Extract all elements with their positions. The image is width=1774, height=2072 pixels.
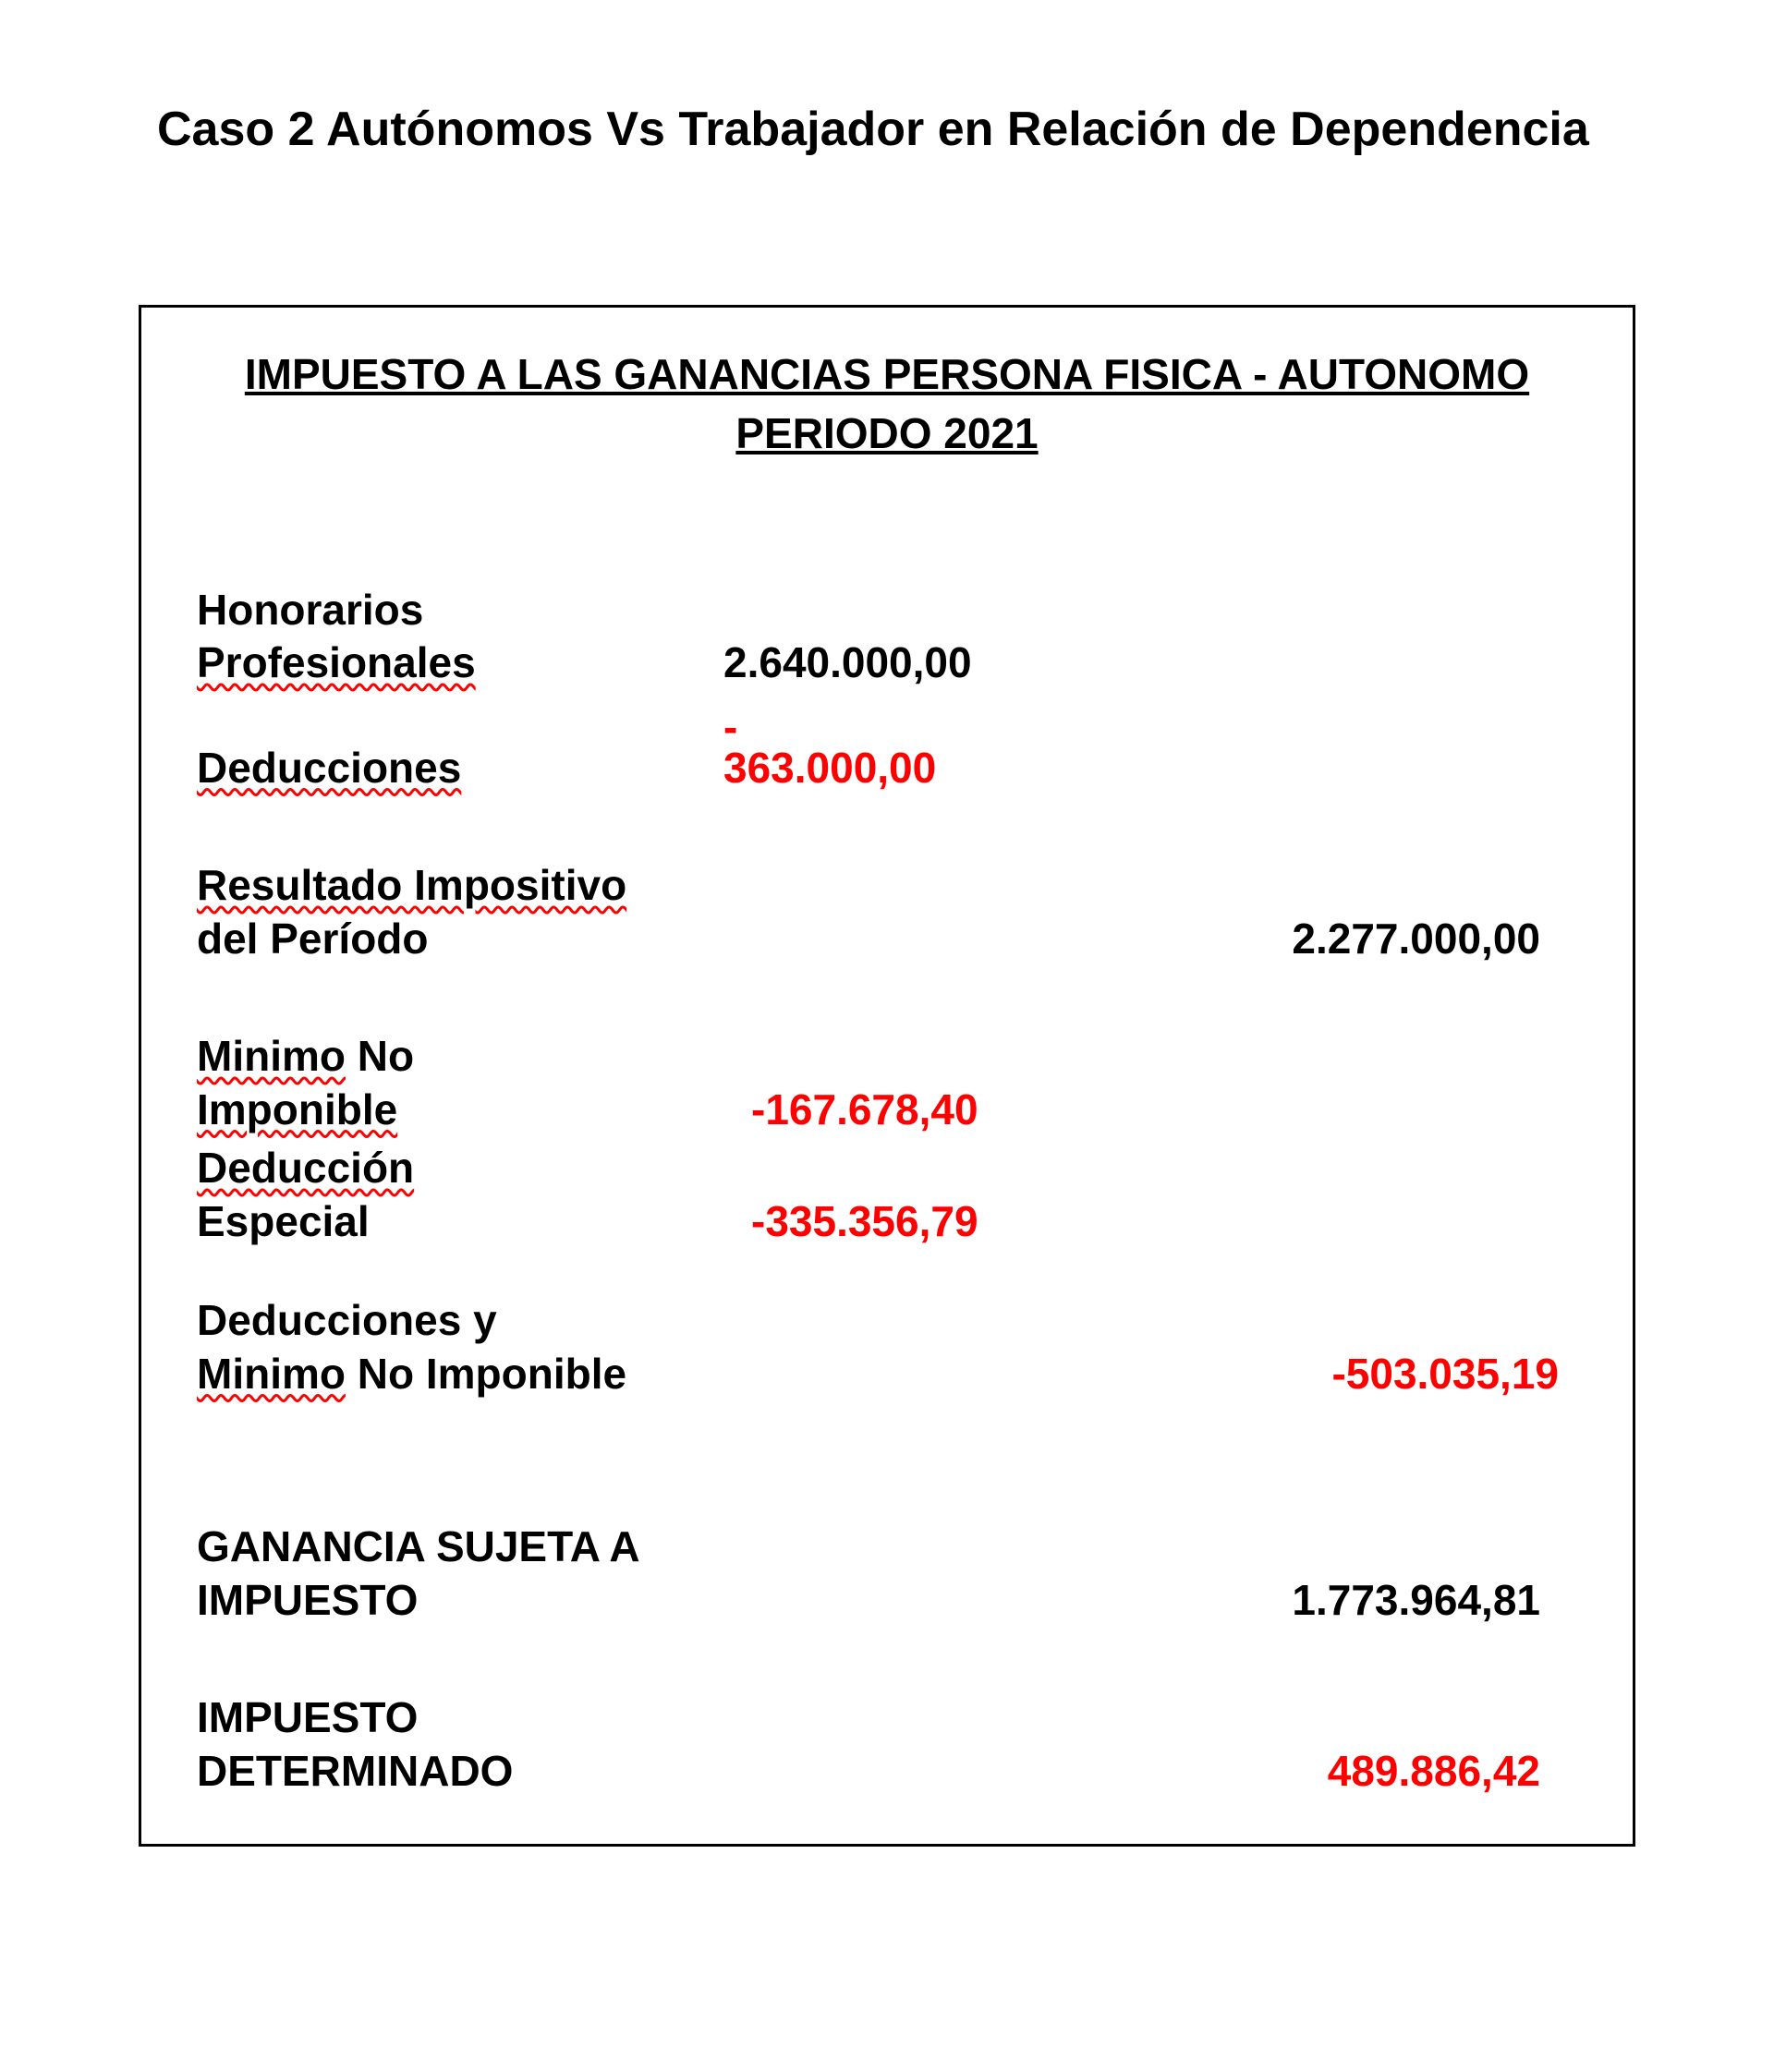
label-minimo-w2: No [346, 1032, 414, 1080]
value-minimo: -167.678,40 [723, 1084, 1093, 1137]
label-ganancia: GANANCIA SUJETA A IMPUESTO [197, 1521, 723, 1627]
label-ded-especial-l2: Especial [197, 1197, 370, 1245]
label-resultado-l1: Resultado Impositivo [197, 861, 626, 909]
label-honorarios: Honorarios Profesionales [197, 584, 723, 690]
value-resultado: 2.277.000,00 [1093, 913, 1577, 966]
row-resultado: Resultado Impositivo del Período 2.277.0… [197, 859, 1577, 965]
label-ded-y-minimo: Deducciones y Minimo No Imponible [197, 1294, 723, 1400]
row-minimo: Minimo No Imponible -167.678,40 [197, 1030, 1577, 1136]
label-minimo-l2: Imponible [197, 1085, 397, 1133]
label-minimo: Minimo No Imponible [197, 1030, 723, 1136]
label-honorarios-l2: Profesionales [197, 638, 476, 686]
row-impuesto: IMPUESTO DETERMINADO 489.886,42 [197, 1691, 1577, 1798]
label-deducciones-text: Deducciones [197, 744, 461, 792]
label-impuesto: IMPUESTO DETERMINADO [197, 1691, 723, 1798]
page-title: Caso 2 Autónomos Vs Trabajador en Relaci… [129, 102, 1645, 157]
row-honorarios: Honorarios Profesionales 2.640.000,00 [197, 584, 1577, 690]
value-honorarios: 2.640.000,00 [723, 636, 1093, 690]
label-ganancia-l1: GANANCIA SUJETA A [197, 1522, 640, 1570]
tax-box: IMPUESTO A LAS GANANCIAS PERSONA FISICA … [139, 305, 1635, 1847]
box-heading-line1: IMPUESTO A LAS GANANCIAS PERSONA FISICA … [245, 350, 1529, 398]
value-ded-y-minimo: -503.035,19 [1093, 1348, 1577, 1401]
label-dymin-l2a: Minimo [197, 1350, 346, 1398]
label-ganancia-l2: IMPUESTO [197, 1576, 418, 1624]
label-ded-especial: Deducción Especial [197, 1142, 723, 1248]
label-dymin-l1: Deducciones y [197, 1296, 497, 1344]
label-honorarios-l1: Honorarios [197, 586, 423, 634]
label-impuesto-l1: IMPUESTO [197, 1693, 418, 1741]
value-deducciones: 363.000,00 [723, 742, 936, 795]
row-ded-y-minimo: Deducciones y Minimo No Imponible -503.0… [197, 1294, 1577, 1400]
label-minimo-w1: Minimo [197, 1032, 346, 1080]
value-deducciones-stack: - 363.000,00 [723, 712, 1093, 795]
row-ded-especial: Deducción Especial -335.356,79 [197, 1142, 1577, 1248]
label-resultado: Resultado Impositivo del Período [197, 859, 723, 965]
label-deducciones: Deducciones [197, 742, 723, 795]
label-ded-especial-l1: Deducción [197, 1144, 414, 1192]
label-impuesto-l2: DETERMINADO [197, 1747, 513, 1795]
value-impuesto: 489.886,42 [1093, 1745, 1577, 1799]
label-resultado-l2: del Período [197, 915, 428, 963]
row-ganancia: GANANCIA SUJETA A IMPUESTO 1.773.964,81 [197, 1521, 1577, 1627]
row-deducciones: Deducciones - 363.000,00 [197, 712, 1577, 795]
value-ded-especial: -335.356,79 [723, 1195, 1093, 1249]
value-ganancia: 1.773.964,81 [1093, 1574, 1577, 1628]
value-deducciones-neg: - [723, 712, 737, 742]
box-heading: IMPUESTO A LAS GANANCIAS PERSONA FISICA … [197, 345, 1577, 464]
label-dymin-l2b: No Imponible [346, 1350, 626, 1398]
box-heading-line2: PERIODO 2021 [735, 409, 1038, 457]
